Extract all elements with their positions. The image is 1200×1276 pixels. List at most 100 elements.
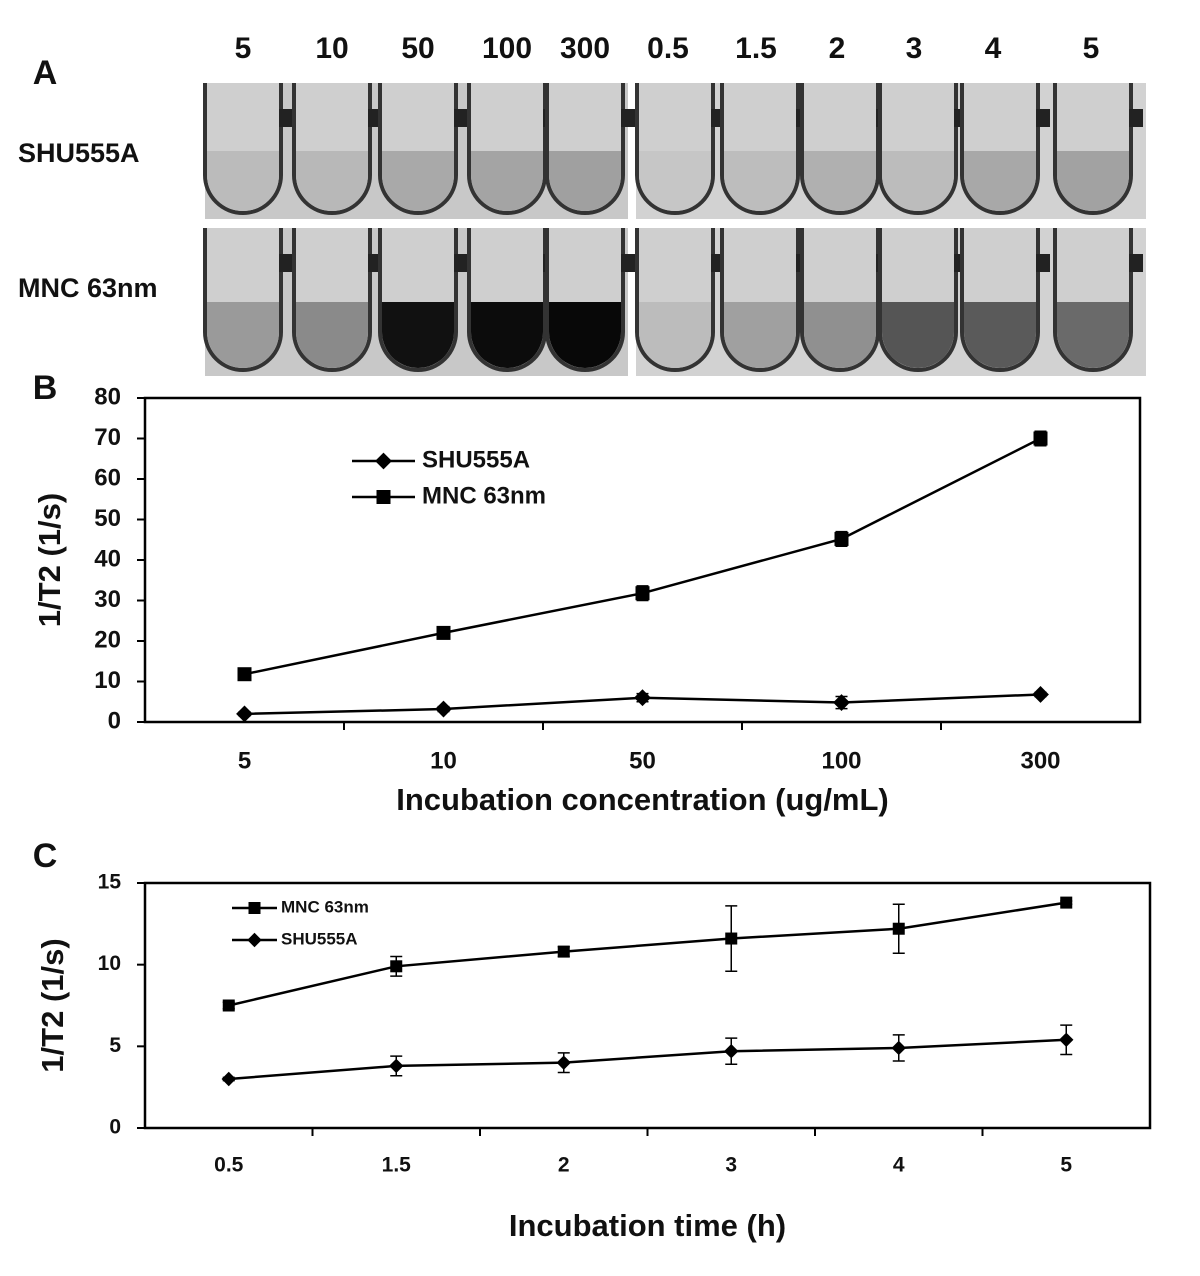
column-label: 50 — [401, 32, 434, 65]
tube-pellet — [639, 302, 711, 368]
y-tick-label: 10 — [98, 952, 121, 975]
y-tick-label: 10 — [94, 667, 121, 694]
tube-pellet — [207, 151, 279, 211]
marker — [247, 932, 262, 948]
tube-pellet — [382, 151, 454, 211]
panel-label: C — [33, 837, 58, 875]
x-tick-label: 50 — [629, 747, 656, 774]
series-line — [228, 901, 1067, 1007]
tube-cap-mark — [279, 254, 293, 272]
tube-cap-mark — [454, 254, 468, 272]
marker — [557, 945, 570, 958]
marker — [436, 625, 451, 640]
column-label: 4 — [985, 32, 1002, 65]
tube-cap-mark — [1036, 109, 1050, 127]
x-tick-label: 4 — [893, 1154, 905, 1177]
tube-cap-mark — [1129, 109, 1143, 127]
y-axis-title: 1/T2 (1/s) — [35, 938, 70, 1072]
tube-pellet — [724, 302, 796, 368]
marker — [634, 689, 651, 707]
x-tick-label: 10 — [430, 747, 457, 774]
series-line — [244, 437, 1042, 676]
plot-frame — [143, 881, 1152, 1130]
tube-pellet — [296, 151, 368, 211]
legend-label: SHU555A — [422, 446, 530, 473]
column-label: 5 — [235, 32, 252, 65]
y-tick-label: 30 — [94, 586, 121, 613]
tube-pellet — [724, 151, 796, 211]
tube-pellet — [882, 302, 954, 368]
column-label: 100 — [482, 32, 532, 65]
column-label: 300 — [560, 32, 610, 65]
series-line — [228, 1038, 1067, 1081]
tube-pellet — [639, 151, 711, 211]
legend-label: MNC 63nm — [281, 897, 369, 916]
tube-cap-mark — [454, 109, 468, 127]
tube-pellet — [471, 151, 543, 211]
column-label: 10 — [315, 32, 348, 65]
column-label: 2 — [829, 32, 846, 65]
marker — [635, 586, 650, 601]
column-label: 1.5 — [735, 32, 777, 65]
marker — [221, 1071, 236, 1087]
marker — [1033, 431, 1048, 446]
tube-pellet — [549, 302, 621, 368]
marker — [248, 902, 261, 914]
x-tick-label: 100 — [821, 747, 861, 774]
y-tick-label: 60 — [94, 464, 121, 491]
y-tick-label: 80 — [94, 383, 121, 410]
marker — [1059, 1032, 1074, 1047]
column-label: 5 — [1083, 32, 1100, 65]
row-label: MNC 63nm — [18, 273, 158, 303]
tube-cap-mark — [279, 109, 293, 127]
marker — [375, 452, 392, 470]
tube-cap-mark — [621, 109, 635, 127]
x-tick-label: 0.5 — [214, 1154, 244, 1177]
panel-label: A — [33, 54, 58, 92]
tube-pellet — [804, 151, 876, 211]
tube-cap-mark — [621, 254, 635, 272]
y-axis-title: 1/T2 (1/s) — [32, 493, 67, 627]
legend-label: MNC 63nm — [422, 482, 546, 509]
column-label: 0.5 — [647, 32, 689, 65]
marker — [833, 694, 850, 711]
tube-pellet — [471, 302, 543, 368]
y-tick-label: 20 — [94, 626, 121, 653]
y-tick-label: 0 — [108, 707, 121, 734]
marker — [236, 705, 253, 723]
marker — [222, 999, 235, 1012]
tube-cap-mark — [1129, 254, 1143, 272]
x-axis-title: Incubation time (h) — [509, 1208, 786, 1243]
column-label: 3 — [906, 32, 923, 65]
marker — [376, 490, 391, 504]
x-tick-label: 5 — [238, 747, 251, 774]
tube-pellet — [964, 151, 1036, 211]
row-label: SHU555A — [18, 138, 140, 168]
marker — [891, 1040, 906, 1056]
tube-pellet — [549, 151, 621, 211]
marker — [724, 1044, 739, 1059]
marker — [237, 667, 252, 682]
y-tick-label: 50 — [94, 505, 121, 532]
tube-pellet — [804, 302, 876, 368]
marker — [556, 1055, 571, 1070]
marker — [1032, 686, 1049, 703]
tube-pellet — [1057, 302, 1129, 368]
y-tick-label: 15 — [98, 871, 122, 894]
plot-frame — [143, 396, 1142, 724]
y-tick-label: 5 — [109, 1034, 121, 1057]
tube-pellet — [882, 151, 954, 211]
x-tick-label: 5 — [1060, 1154, 1072, 1177]
marker — [435, 700, 452, 718]
x-tick-label: 300 — [1020, 747, 1060, 774]
tube-pellet — [207, 302, 279, 368]
tube-pellet — [964, 302, 1036, 368]
legend-label: SHU555A — [281, 929, 358, 948]
x-tick-label: 3 — [725, 1154, 737, 1177]
panel-label: B — [33, 369, 58, 407]
y-tick-label: 0 — [109, 1116, 121, 1139]
tube-pellet — [382, 302, 454, 368]
x-tick-label: 2 — [558, 1154, 570, 1177]
tube-pellet — [1057, 151, 1129, 211]
